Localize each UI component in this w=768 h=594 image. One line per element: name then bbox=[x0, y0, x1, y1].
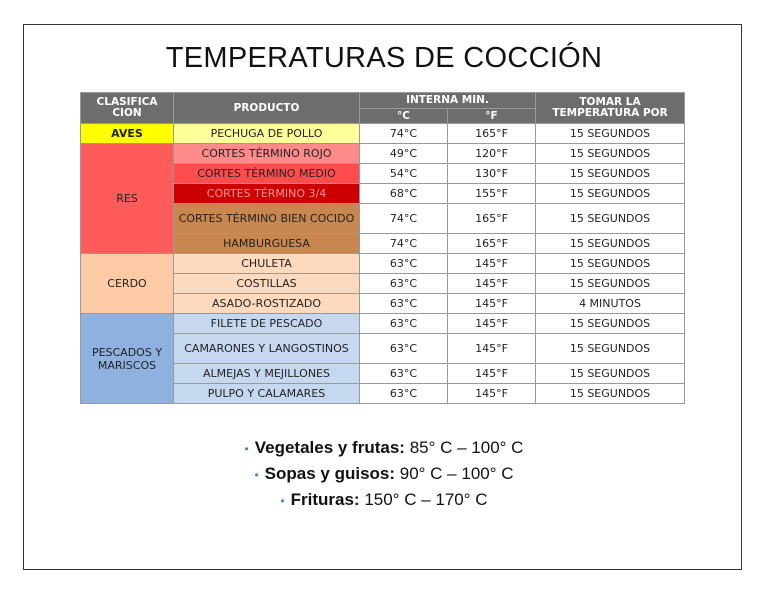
bullet-dot-icon: • bbox=[280, 494, 285, 508]
time-cell: 15 SEGUNDOS bbox=[535, 363, 685, 384]
product-cell: COSTILLAS bbox=[173, 273, 360, 294]
time-cell: 15 SEGUNDOS bbox=[535, 273, 685, 294]
category-cerdo: CERDO bbox=[80, 253, 174, 314]
fahrenheit-cell: 145°F bbox=[447, 313, 536, 334]
bullet-label: Sopas y guisos: bbox=[264, 464, 396, 483]
celsius-cell: 63°C bbox=[359, 273, 448, 294]
table-row: AVES PECHUGA DE POLLO 74°C 165°F 15 SEGU… bbox=[80, 123, 685, 144]
category-res: RES bbox=[80, 143, 174, 254]
table-row: CORTES TÉRMINO BIEN COCIDO 74°C 165°F 15… bbox=[81, 203, 685, 234]
fahrenheit-cell: 145°F bbox=[447, 383, 536, 404]
product-cell: PULPO Y CALAMARES bbox=[173, 383, 360, 404]
bullet-item: • Frituras: 150° C – 170° C bbox=[0, 487, 768, 513]
fahrenheit-cell: 165°F bbox=[447, 123, 536, 144]
page-title: TEMPERATURAS DE COCCIÓN bbox=[165, 42, 603, 74]
time-cell: 15 SEGUNDOS bbox=[535, 253, 685, 274]
celsius-cell: 74°C bbox=[359, 233, 448, 254]
product-cell: CORTES TÉRMINO 3/4 bbox=[173, 183, 360, 204]
fahrenheit-cell: 155°F bbox=[447, 183, 536, 204]
product-cell: CORTES TÉRMINO BIEN COCIDO bbox=[173, 203, 360, 234]
product-cell: CAMARONES Y LANGOSTINOS bbox=[173, 333, 360, 364]
time-cell: 15 SEGUNDOS bbox=[535, 123, 685, 144]
bullet-value: 85° C – 100° C bbox=[404, 438, 524, 457]
bullet-label: Vegetales y frutas: bbox=[254, 438, 405, 457]
time-cell: 15 SEGUNDOS bbox=[535, 383, 685, 404]
bullet-dot-icon: • bbox=[244, 442, 249, 456]
table-row: RES CORTES TÉRMINO ROJO 49°C 120°F 15 SE… bbox=[80, 143, 685, 254]
celsius-cell: 63°C bbox=[359, 293, 448, 314]
time-cell: 4 MINUTOS bbox=[535, 293, 685, 314]
bullet-label: Frituras: bbox=[290, 490, 360, 509]
fahrenheit-cell: 120°F bbox=[447, 143, 536, 164]
fahrenheit-cell: 145°F bbox=[447, 293, 536, 314]
product-cell: ALMEJAS Y MEJILLONES bbox=[173, 363, 360, 384]
time-cell: 15 SEGUNDOS bbox=[535, 143, 685, 164]
bullet-dot-icon: • bbox=[254, 468, 259, 482]
celsius-cell: 49°C bbox=[359, 143, 448, 164]
product-cell: PECHUGA DE POLLO bbox=[173, 123, 360, 144]
celsius-cell: 63°C bbox=[359, 253, 448, 274]
product-cell: CHULETA bbox=[173, 253, 360, 274]
celsius-cell: 63°C bbox=[359, 333, 448, 364]
table-row: ASADO-ROSTIZADO 63°C 145°F 4 MINUTOS bbox=[81, 293, 685, 314]
header-fahrenheit: °F bbox=[447, 108, 536, 124]
fahrenheit-cell: 145°F bbox=[447, 363, 536, 384]
bullet-value: 150° C – 170° C bbox=[359, 490, 488, 509]
celsius-cell: 74°C bbox=[359, 203, 448, 234]
header-clasificacion: CLASIFICA CION bbox=[80, 92, 174, 124]
celsius-cell: 74°C bbox=[359, 123, 448, 144]
time-cell: 15 SEGUNDOS bbox=[535, 203, 685, 234]
celsius-cell: 63°C bbox=[359, 383, 448, 404]
fahrenheit-cell: 145°F bbox=[447, 253, 536, 274]
time-cell: 15 SEGUNDOS bbox=[535, 333, 685, 364]
celsius-cell: 63°C bbox=[359, 363, 448, 384]
product-cell: HAMBURGUESA bbox=[173, 233, 360, 254]
bullet-item: • Sopas y guisos: 90° C – 100° C bbox=[0, 461, 768, 487]
header-interna: INTERNA MIN. bbox=[359, 92, 536, 109]
table-row: PESCADOS Y MARISCOS FILETE DE PESCADO 63… bbox=[80, 313, 685, 404]
fahrenheit-cell: 145°F bbox=[447, 333, 536, 364]
celsius-cell: 63°C bbox=[359, 313, 448, 334]
product-cell: CORTES TÉRMINO ROJO bbox=[173, 143, 360, 164]
product-cell: FILETE DE PESCADO bbox=[173, 313, 360, 334]
fahrenheit-cell: 145°F bbox=[447, 273, 536, 294]
table-row: PULPO Y CALAMARES 63°C 145°F 15 SEGUNDOS bbox=[81, 383, 685, 404]
header-producto: PRODUCTO bbox=[173, 92, 360, 124]
time-cell: 15 SEGUNDOS bbox=[535, 183, 685, 204]
celsius-cell: 68°C bbox=[359, 183, 448, 204]
time-cell: 15 SEGUNDOS bbox=[535, 163, 685, 184]
fahrenheit-cell: 165°F bbox=[447, 203, 536, 234]
time-cell: 15 SEGUNDOS bbox=[535, 313, 685, 334]
table-row: CERDO CHULETA 63°C 145°F 15 SEGUNDOS bbox=[80, 253, 685, 314]
product-cell: CORTES TÉRMINO MEDIO bbox=[173, 163, 360, 184]
time-cell: 15 SEGUNDOS bbox=[535, 233, 685, 254]
celsius-cell: 54°C bbox=[359, 163, 448, 184]
bullet-value: 90° C – 100° C bbox=[395, 464, 514, 483]
fahrenheit-cell: 165°F bbox=[447, 233, 536, 254]
bullet-item: • Vegetales y frutas: 85° C – 100° C bbox=[0, 435, 768, 461]
bullet-list: • Vegetales y frutas: 85° C – 100° C • Sop… bbox=[0, 435, 768, 513]
product-cell: ASADO-ROSTIZADO bbox=[173, 293, 360, 314]
header-tomar: TOMAR LA TEMPERATURA POR bbox=[535, 92, 685, 124]
category-aves: AVES bbox=[80, 123, 174, 144]
table-row: CORTES TÉRMINO MEDIO 54°C 130°F 15 SEGUN… bbox=[81, 163, 685, 184]
cooking-temperature-table: CLASIFICA CION PRODUCTO INTERNA MIN. TOM… bbox=[80, 92, 685, 404]
category-pescados: PESCADOS Y MARISCOS bbox=[80, 313, 174, 404]
header-celsius: °C bbox=[359, 108, 448, 124]
table-row: HAMBURGUESA 74°C 165°F 15 SEGUNDOS bbox=[81, 233, 685, 254]
fahrenheit-cell: 130°F bbox=[447, 163, 536, 184]
